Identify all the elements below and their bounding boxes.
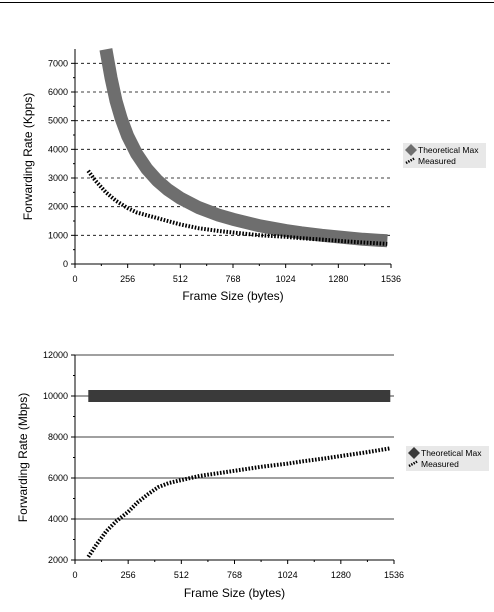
chart2-y-tick-label: 10000 [43,391,68,401]
chart1-x-tick-label: 256 [120,274,135,284]
chart2-y-axis-title: Forwarding Rate (Mbps) [16,393,30,522]
chart2-x-tick-label: 256 [121,570,136,580]
chart1-x-tick-label: 1280 [328,274,348,284]
chart1-x-tick-label: 1536 [381,274,401,284]
chart1-legend-swatch-theoretical-max [405,144,417,156]
chart1-y-tick-label: 3000 [48,173,68,183]
chart2-x-tick-label: 1280 [331,570,351,580]
chart1-series-theoretical-max-line [99,48,388,248]
chart1-legend-box [403,143,486,168]
chart1-y-tick-label: 2000 [48,202,68,212]
chart2-legend-label: Theoretical Max [421,448,482,458]
chart2-y-tick-label: 6000 [48,473,68,483]
chart2-y-tick-label: 2000 [48,555,68,565]
chart2-x-tick-label: 0 [72,570,77,580]
chart1-y-tick-label: 4000 [48,144,68,154]
chart2-series-measured-line [86,446,391,559]
chart2-y-tick-label: 8000 [48,432,68,442]
chart2-legend-label: Measured [421,459,459,469]
chart1-x-tick-label: 512 [173,274,188,284]
chart2-legend-swatch-theoretical-max [408,447,420,459]
chart2-y-tick-label: 12000 [43,350,68,360]
chart2-x-tick-label: 1536 [384,570,404,580]
chart1-legend-swatch-measured [405,156,416,165]
chart1-y-tick-label: 5000 [48,116,68,126]
chart2-x-tick-label: 768 [227,570,242,580]
chart1-y-axis-title: Forwarding Rate (Kpps) [21,93,35,220]
chart2-x-tick-label: 1024 [278,570,298,580]
chart1-y-tick-label: 1000 [48,230,68,240]
chart1-y-tick-label: 7000 [48,58,68,68]
chart1-x-tick-label: 1024 [276,274,296,284]
chart2-x-axis-title: Frame Size (bytes) [184,586,285,600]
chart1-series-measured-line [86,169,388,246]
chart1-x-tick-label: 768 [225,274,240,284]
chart1-legend-label: Theoretical Max [418,145,479,155]
chart1-x-tick-label: 0 [72,274,77,284]
chart2-legend-swatch-measured [408,459,419,468]
chart1-y-tick-label: 6000 [48,87,68,97]
chart1-x-axis-title: Frame Size (bytes) [182,289,283,303]
chart2-legend-box [406,446,489,471]
chart2-x-tick-label: 512 [174,570,189,580]
chart2-y-tick-label: 4000 [48,514,68,524]
chart1-legend-label: Measured [418,156,456,166]
chart1-y-tick-label: 0 [63,259,68,269]
page-top-rule [0,2,494,3]
